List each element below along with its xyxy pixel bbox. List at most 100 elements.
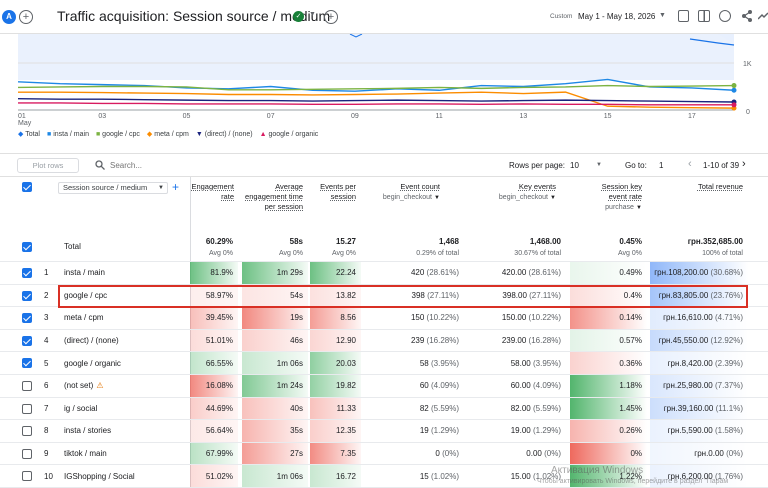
legend-item[interactable]: ◆ Total xyxy=(18,131,40,138)
cell-key-rate: 1.45% xyxy=(570,397,647,420)
cell-er: 58.97% xyxy=(190,284,238,307)
cell-event-count: 60 (4.09%) xyxy=(419,381,459,391)
page-title: Traffic acquisition: Session source / me… xyxy=(57,8,331,24)
legend-item[interactable]: ▼ (direct) / (none) xyxy=(196,131,253,138)
cell-key-events: 82.00 (5.59%) xyxy=(510,403,561,413)
chevron-down-icon[interactable]: ▼ xyxy=(596,162,602,168)
col-key-events[interactable]: Key events begin_checkout ▼ xyxy=(498,182,556,201)
x-axis-tick-label: 11 xyxy=(436,113,443,120)
cell-ev: 12.35 xyxy=(310,420,361,442)
account-avatar[interactable]: A xyxy=(2,10,16,24)
row-dimension-value[interactable]: (not set) ⚠ xyxy=(64,375,104,397)
totals-ec-sub: 0.29% of total xyxy=(416,250,459,257)
plot-rows-button[interactable]: Plot rows xyxy=(17,158,79,173)
rows-per-page-select[interactable]: 10 xyxy=(570,161,579,170)
col-events-per-session[interactable]: Events per session xyxy=(320,182,356,201)
row-dimension-value[interactable]: insta / main xyxy=(64,262,105,284)
row-dimension-label: (not set) xyxy=(64,381,94,391)
row-dimension-value[interactable]: google / organic xyxy=(64,352,121,374)
legend-item[interactable]: ■ google / cpc xyxy=(96,131,140,138)
dimension-selector[interactable]: Session source / medium ▼ xyxy=(58,182,168,194)
trending-icon[interactable] xyxy=(758,11,768,21)
cell-revenue: грн.45,550.00 (12.92%) xyxy=(650,329,748,352)
col-session-key-event-rate[interactable]: Session key event rate purchase ▼ xyxy=(601,182,642,211)
edit-report-icon[interactable] xyxy=(678,10,689,22)
table-row[interactable]: 4 (direct) / (none) 51.01% 46s 12.90 239 (16.… xyxy=(0,329,768,353)
table-row[interactable]: 3 meta / cpm 39.45% 19s 8.56 150 (10.22%) 150.… xyxy=(0,307,768,330)
share-icon[interactable] xyxy=(741,9,753,23)
cell-time: 54s xyxy=(242,284,308,307)
check-circle-icon[interactable]: ✓ xyxy=(293,11,304,22)
col-engagement-rate[interactable]: Engagement rate xyxy=(191,182,234,201)
totals-kr: 0.45% xyxy=(619,237,642,246)
row-checkbox[interactable] xyxy=(22,403,32,414)
row-checkbox[interactable] xyxy=(22,313,32,324)
totals-checkbox[interactable] xyxy=(22,242,32,252)
insights-icon[interactable] xyxy=(719,10,731,22)
cell-event-count: 82 (5.59%) xyxy=(419,403,459,413)
search-icon xyxy=(95,160,105,170)
add-dimension-icon[interactable]: + xyxy=(172,180,180,194)
row-checkbox[interactable] xyxy=(22,358,32,369)
col-event-count[interactable]: Event count begin_checkout ▼ xyxy=(382,182,440,201)
row-checkbox[interactable] xyxy=(22,290,32,301)
chevron-left-icon[interactable]: ‹ xyxy=(688,158,692,170)
col-total-revenue[interactable]: Total revenue xyxy=(697,182,743,191)
row-dimension-value[interactable]: google / cpc xyxy=(64,285,107,307)
row-checkbox[interactable] xyxy=(22,426,32,437)
table-row[interactable]: 5 google / organic 66.55% 1m 06s 20.03 58 (3.… xyxy=(0,352,768,375)
search-input[interactable] xyxy=(110,159,230,172)
row-dimension-value[interactable]: IGShopping / Social xyxy=(64,465,135,487)
cell-er: 56.64% xyxy=(190,420,238,442)
table-row[interactable]: 6 (not set) ⚠ 16.08% 1m 24s 19.82 60 (4.09%) 60… xyxy=(0,375,768,398)
chevron-down-icon[interactable]: ▼ xyxy=(659,12,666,19)
legend-item[interactable]: ■ insta / main xyxy=(47,131,89,138)
row-checkbox[interactable] xyxy=(22,471,32,482)
table-row[interactable]: 8 insta / stories 56.64% 35s 12.35 19 (1.29%)… xyxy=(0,420,768,443)
col-avg-engagement-time[interactable]: Average engagement time per session xyxy=(245,182,303,211)
date-custom-label: Custom xyxy=(550,13,573,20)
cell-revenue: грн.25,980.00 (7.37%) xyxy=(650,375,748,397)
row-checkbox[interactable] xyxy=(22,335,32,346)
row-number: 10 xyxy=(44,471,53,481)
table-row[interactable]: 9 tiktok / main 67.99% 27s 7.35 0 (0%) 0.00 (0… xyxy=(0,442,768,466)
row-dimension-value[interactable]: tiktok / main xyxy=(64,443,107,465)
cell-ev: 12.90 xyxy=(310,329,361,352)
table-row[interactable]: 7 ig / social 44.69% 40s 11.33 82 (5.59%) 82.0… xyxy=(0,397,768,421)
cell-ev: 22.24 xyxy=(310,262,361,284)
row-dimension-value[interactable]: (direct) / (none) xyxy=(64,330,119,352)
row-checkbox[interactable] xyxy=(22,381,32,391)
date-range[interactable]: May 1 - May 18, 2026 xyxy=(578,12,656,21)
add-report-icon[interactable]: + xyxy=(324,10,338,24)
add-comparison-icon[interactable]: + xyxy=(19,10,33,24)
chevron-down-icon[interactable]: ▼ xyxy=(309,11,316,18)
table-row[interactable]: 2 google / cpc 58.97% 54s 13.82 398 (27.11%) 3… xyxy=(0,284,768,308)
cell-ev: 20.03 xyxy=(310,352,361,374)
row-dimension-value[interactable]: ig / social xyxy=(64,398,97,420)
go-to-label: Go to: xyxy=(625,161,647,170)
row-dimension-label: insta / stories xyxy=(64,426,112,436)
chevron-right-icon[interactable]: › xyxy=(742,158,746,170)
row-checkbox[interactable] xyxy=(22,268,32,278)
row-dimension-value[interactable]: insta / stories xyxy=(64,420,111,442)
row-dimension-value[interactable]: meta / cpm xyxy=(64,307,104,329)
select-all-checkbox[interactable] xyxy=(22,182,32,192)
table-row[interactable]: 1 insta / main 81.9% 1m 29s 22.24 420 (28.61%… xyxy=(0,262,768,285)
y-axis-label-1k: 1K xyxy=(743,61,752,68)
cell-er: 16.08% xyxy=(190,375,238,397)
x-axis-tick-label: 07 xyxy=(267,113,275,120)
totals-rev-sub: 100% of total xyxy=(702,250,743,257)
go-to-input[interactable]: 1 xyxy=(659,161,664,170)
cell-er: 39.45% xyxy=(190,307,238,329)
compare-columns-icon[interactable] xyxy=(698,10,710,22)
cell-key-events: 420.00 (28.61%) xyxy=(501,268,561,278)
cell-event-count: 420 (28.61%) xyxy=(410,268,459,278)
legend-item[interactable]: ▲ google / organic xyxy=(260,131,319,138)
x-axis-tick-label: 17 xyxy=(688,113,696,120)
table-row[interactable]: 10 IGShopping / Social 51.02% 1m 06s 16.72 15… xyxy=(0,465,768,488)
cell-key-rate: 0.57% xyxy=(570,329,647,352)
row-checkbox[interactable] xyxy=(22,448,32,459)
legend-marker-icon: ◆ xyxy=(18,131,26,138)
legend-item[interactable]: ◆ meta / cpm xyxy=(147,131,189,138)
